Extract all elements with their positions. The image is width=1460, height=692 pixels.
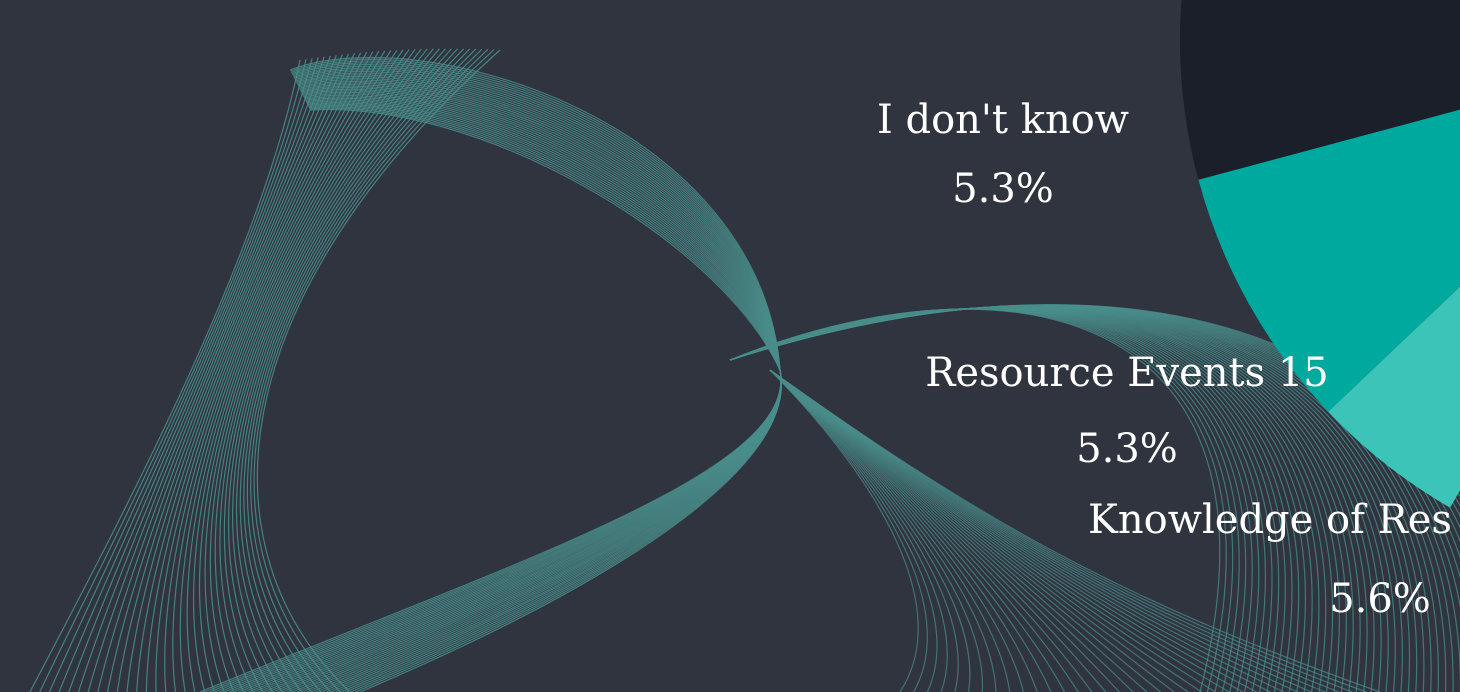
mesh-line — [769, 369, 971, 692]
mesh-line — [214, 48, 434, 692]
mesh-line — [232, 48, 459, 692]
mesh-line — [29, 59, 301, 692]
mesh-line — [77, 55, 331, 692]
slice-label-knowledge-of-res: Knowledge of Res 5.6% — [1088, 497, 1452, 622]
mesh-line — [769, 369, 1381, 692]
mesh-line — [223, 48, 446, 692]
mesh-line — [243, 48, 477, 692]
mesh-line — [199, 48, 416, 692]
mesh-line — [58, 57, 319, 692]
slice-label-i-dont-know: I don't know 5.3% — [877, 97, 1129, 212]
mesh-line — [164, 50, 386, 692]
pie-slice-resource-events-15 — [1328, 286, 1460, 508]
mesh-line — [307, 103, 782, 692]
mesh-line — [256, 49, 501, 692]
mesh-line — [204, 48, 422, 692]
slice-percent-text: 5.3% — [1076, 426, 1178, 472]
mesh-line — [769, 369, 938, 692]
mesh-line — [769, 369, 919, 692]
mesh-line — [126, 52, 362, 692]
slice-percent-text: 5.3% — [952, 166, 1054, 212]
mesh-line — [250, 49, 489, 692]
pie-slice-i-dont-know — [1198, 109, 1460, 412]
mesh-line — [228, 48, 452, 692]
mesh-line — [209, 48, 428, 692]
mesh-line — [769, 369, 928, 692]
mesh-line — [769, 369, 959, 692]
mesh-line — [236, 48, 465, 692]
mesh-line — [769, 369, 997, 692]
mesh-line — [304, 96, 782, 692]
mesh-line — [68, 56, 325, 692]
mesh-line — [39, 58, 307, 692]
mesh-line — [106, 53, 350, 692]
mesh-line — [246, 48, 483, 692]
mesh-line — [48, 58, 313, 692]
mesh-line — [145, 51, 374, 692]
decorative-wave-mesh — [29, 48, 1460, 692]
mesh-line — [155, 50, 380, 692]
mesh-line — [239, 48, 471, 692]
mesh-line — [305, 97, 782, 692]
mesh-line — [172, 50, 392, 692]
mesh-line — [116, 53, 356, 692]
mesh-line — [308, 104, 782, 692]
mesh-line — [262, 79, 782, 692]
slice-label-text: I don't know — [877, 97, 1129, 143]
mesh-line — [769, 369, 948, 692]
mesh-line — [87, 54, 337, 692]
mesh-line — [769, 369, 983, 692]
pie-chart — [1180, 0, 1460, 508]
mesh-line — [136, 51, 368, 692]
mesh-line — [179, 49, 398, 692]
mesh-line — [309, 108, 782, 692]
mesh-line — [186, 49, 404, 692]
slice-label-text: Resource Events 15 — [925, 350, 1329, 396]
slice-label-text: Knowledge of Res — [1088, 497, 1452, 543]
mesh-line — [253, 49, 495, 692]
mesh-line — [192, 49, 410, 692]
mesh-line — [97, 54, 343, 692]
mesh-line — [219, 48, 440, 692]
slice-percent-text: 5.6% — [1329, 576, 1431, 622]
slice-label-resource-events-15: Resource Events 15 5.3% — [925, 350, 1329, 472]
